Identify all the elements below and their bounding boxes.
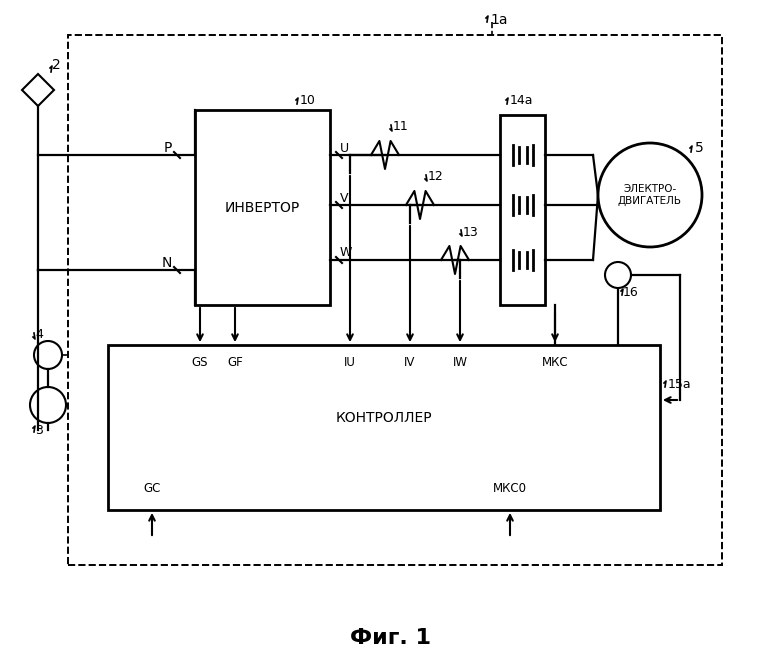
Text: GC: GC — [144, 482, 161, 495]
Text: 1a: 1a — [490, 13, 508, 27]
Text: 14a: 14a — [510, 94, 534, 106]
Text: IU: IU — [344, 356, 356, 369]
Text: GS: GS — [192, 356, 208, 369]
Text: 4: 4 — [35, 329, 43, 342]
Text: GF: GF — [227, 356, 243, 369]
Text: 16: 16 — [623, 287, 639, 300]
Text: IV: IV — [404, 356, 416, 369]
Text: P: P — [164, 141, 172, 155]
Text: МКС: МКС — [541, 356, 569, 369]
Bar — [68, 35, 722, 565]
Text: ЭЛЕКТРО-
ДВИГАТЕЛЬ: ЭЛЕКТРО- ДВИГАТЕЛЬ — [618, 184, 682, 206]
Text: МКС0: МКС0 — [493, 482, 527, 495]
Text: 10: 10 — [300, 94, 316, 106]
Text: 13: 13 — [463, 226, 479, 239]
Text: IW: IW — [452, 356, 467, 369]
Text: V: V — [340, 192, 349, 205]
Text: 11: 11 — [393, 121, 409, 134]
Text: U: U — [340, 142, 349, 155]
Text: КОНТРОЛЛЕР: КОНТРОЛЛЕР — [335, 411, 432, 424]
Text: 15a: 15a — [668, 379, 692, 392]
Text: 3: 3 — [35, 424, 43, 436]
Bar — [500, 115, 545, 305]
Text: ИНВЕРТОР: ИНВЕРТОР — [225, 201, 300, 215]
Circle shape — [598, 143, 702, 247]
Text: 2: 2 — [52, 58, 61, 72]
Bar — [195, 110, 330, 305]
Text: W: W — [340, 247, 353, 260]
Text: N: N — [161, 256, 172, 270]
Text: Фиг. 1: Фиг. 1 — [349, 628, 431, 648]
Text: 5: 5 — [695, 141, 704, 155]
Circle shape — [605, 262, 631, 288]
Text: 12: 12 — [428, 171, 444, 184]
Bar — [108, 345, 660, 510]
